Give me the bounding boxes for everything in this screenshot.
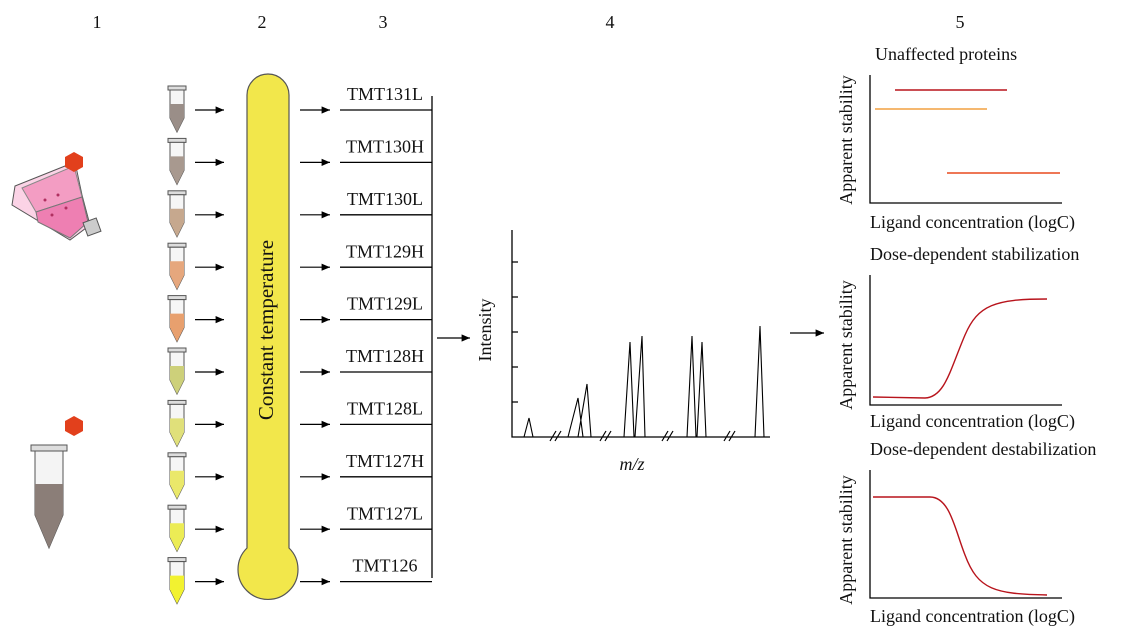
- tmt-label: TMT127L: [347, 503, 423, 523]
- axis-label: Ligand concentration (logC): [870, 606, 1075, 627]
- step-number: 4: [606, 12, 615, 32]
- tmt-label: TMT128H: [346, 346, 424, 366]
- tube-cap: [167, 190, 187, 196]
- tmt-label: TMT130H: [346, 137, 424, 157]
- tube-liquid: [170, 208, 184, 237]
- sample-tube: [167, 295, 187, 343]
- tube-cap: [167, 452, 187, 458]
- tube-liquid: [170, 418, 184, 447]
- axis-label: Ligand concentration (logC): [870, 411, 1075, 432]
- step-number: 5: [956, 12, 965, 32]
- tube-liquid: [170, 261, 184, 290]
- tube-cap: [167, 347, 187, 353]
- axis-label: Apparent stability: [836, 475, 856, 604]
- panel-title: Unaffected proteins: [875, 44, 1017, 64]
- cell-flask: [11, 161, 102, 241]
- tmt-label: TMT130L: [347, 189, 423, 209]
- tmt-label: TMT128L: [347, 399, 423, 419]
- tube-cap: [167, 557, 187, 563]
- sample-tube: [167, 557, 187, 605]
- tube-cap: [167, 137, 187, 143]
- tube-liquid: [170, 470, 184, 499]
- panel-title: Dose-dependent stabilization: [870, 244, 1079, 264]
- tube-liquid: [170, 104, 184, 132]
- axis-label: Intensity: [475, 299, 495, 362]
- step-number: 1: [93, 12, 102, 32]
- panel: [869, 275, 1062, 406]
- thermometer: [237, 73, 299, 601]
- tmt-label: TMT129H: [346, 241, 424, 261]
- tube-liquid: [170, 575, 184, 604]
- sample-tube: [167, 504, 187, 553]
- sample-tube: [167, 399, 187, 448]
- sample-tube: [167, 452, 187, 500]
- tube-liquid: [170, 313, 184, 342]
- tube-cap: [167, 295, 187, 301]
- tube-cap: [167, 242, 187, 248]
- tube-cap: [167, 399, 187, 405]
- axis-label: Apparent stability: [836, 280, 856, 409]
- tmt-label: TMT131L: [347, 84, 423, 104]
- step-number: 2: [258, 12, 267, 32]
- thermometer-label: Constant temperature: [254, 240, 278, 420]
- sample-tube: [167, 137, 187, 186]
- axis-label: Apparent stability: [836, 75, 856, 204]
- axis-label: m/z: [619, 454, 644, 474]
- spectrum: [511, 230, 770, 442]
- tube-liquid: [170, 156, 184, 185]
- sample-tube: [167, 85, 187, 134]
- tube-liquid: [170, 523, 184, 552]
- tube-cap: [167, 504, 187, 510]
- ligand-icon: [65, 416, 83, 436]
- panel: [869, 470, 1062, 599]
- lysate-tube: [30, 444, 68, 550]
- step-number: 3: [379, 12, 388, 32]
- tmt-label: TMT127H: [346, 451, 424, 471]
- tube-liquid: [170, 366, 184, 394]
- sample-tube: [167, 190, 187, 238]
- ligand-icon: [65, 152, 83, 172]
- sample-tube: [167, 347, 187, 396]
- axis-label: Ligand concentration (logC): [870, 212, 1075, 233]
- tube-cap: [167, 85, 187, 91]
- sample-tube: [167, 242, 187, 291]
- panel: [869, 75, 1062, 204]
- tmt-label: TMT126: [353, 556, 418, 576]
- panel-title: Dose-dependent destabilization: [870, 439, 1096, 459]
- tmt-label: TMT129L: [347, 294, 423, 314]
